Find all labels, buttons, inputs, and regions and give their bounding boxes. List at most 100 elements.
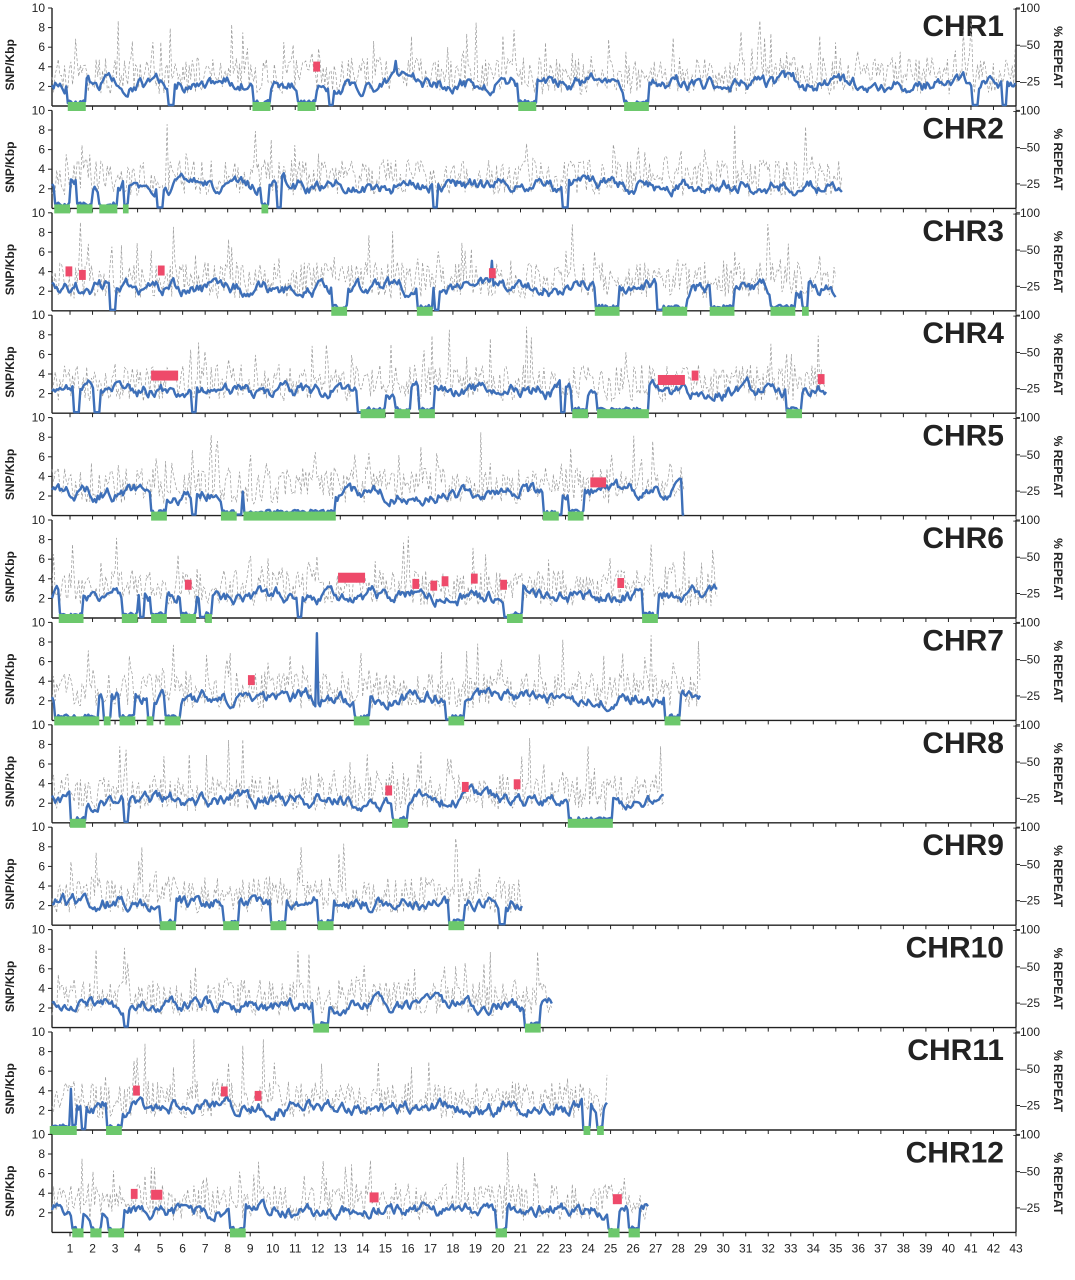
- right-tick-label: –100: [1013, 513, 1040, 527]
- x-tick-label: 4: [134, 1241, 141, 1255]
- left-tick-label: 6: [38, 962, 45, 976]
- left-tick-label: 2: [38, 182, 45, 196]
- green-marker: [76, 204, 93, 214]
- snp-density-line: [50, 783, 664, 823]
- right-axis-title: % REPEAT: [1051, 26, 1065, 88]
- green-marker: [313, 1023, 330, 1033]
- green-marker: [119, 716, 136, 726]
- left-axis-title: SNP/Kbp: [3, 1063, 17, 1114]
- x-tick-label: 30: [717, 1241, 731, 1255]
- x-tick-label: 15: [379, 1241, 393, 1255]
- panel-chr4: 2 4 6 8 10 –25 –50 –100 SNP/Kbp % REPEAT CHR4: [3, 308, 1065, 419]
- chromosome-label: CHR11: [907, 1034, 1004, 1067]
- green-marker: [802, 306, 809, 316]
- left-tick-label: 2: [38, 387, 45, 401]
- green-marker: [506, 614, 523, 623]
- right-axis-title: % REPEAT: [1051, 948, 1065, 1010]
- left-axis-title: SNP/Kbp: [3, 449, 17, 500]
- snp-density-line: [51, 172, 843, 209]
- x-tick-label: 31: [739, 1241, 753, 1255]
- left-tick-label: 4: [38, 674, 45, 688]
- repeat-percent-line: [51, 635, 701, 709]
- red-marker: [617, 578, 625, 589]
- right-tick-label: –100: [1013, 206, 1040, 220]
- x-tick-label: 26: [626, 1241, 640, 1255]
- green-marker: [394, 409, 411, 419]
- green-marker: [583, 1126, 591, 1135]
- panel-chr12: 2 4 6 8 10 –25 –50 –100 SNP/Kbp % REPEAT CHR12: [3, 1127, 1065, 1238]
- left-axis-title: SNP/Kbp: [3, 551, 17, 602]
- red-marker: [79, 269, 86, 280]
- red-marker: [133, 1085, 140, 1096]
- green-marker: [597, 409, 649, 419]
- snp-density-line: [50, 583, 718, 619]
- left-tick-label: 2: [38, 1001, 45, 1015]
- red-marker: [657, 374, 685, 385]
- left-tick-label: 4: [38, 162, 45, 176]
- green-marker: [317, 921, 334, 931]
- right-axis-title: % REPEAT: [1051, 1153, 1065, 1215]
- green-marker: [54, 204, 71, 214]
- chromosome-label: CHR8: [922, 727, 1004, 760]
- right-tick-label: –25: [1020, 382, 1040, 396]
- left-tick-label: 2: [38, 694, 45, 708]
- green-marker: [543, 511, 559, 521]
- right-tick-label: –50: [1020, 653, 1040, 667]
- right-tick-label: –25: [1020, 587, 1040, 601]
- red-marker: [817, 374, 825, 385]
- x-tick-label: 25: [604, 1241, 618, 1255]
- right-tick-label: –50: [1020, 141, 1040, 155]
- green-marker: [151, 511, 167, 521]
- left-tick-label: 2: [38, 796, 45, 810]
- left-tick-label: 6: [38, 757, 45, 771]
- repeat-percent-line: [51, 124, 843, 197]
- snp-density-line: [51, 259, 837, 311]
- x-tick-label: 40: [942, 1241, 956, 1255]
- right-tick-label: –100: [1013, 103, 1040, 117]
- right-tick-label: –25: [1020, 1201, 1040, 1215]
- green-marker: [331, 306, 348, 316]
- red-marker: [65, 266, 73, 277]
- right-tick-label: –100: [1013, 1, 1040, 15]
- panel-chr1: 2 4 6 8 10 –25 –50 –100 SNP/Kbp % REPEAT CHR1: [3, 1, 1065, 111]
- left-tick-label: 10: [32, 923, 46, 937]
- right-tick-label: –100: [1013, 718, 1040, 732]
- green-marker: [786, 409, 803, 419]
- x-tick-label: 38: [897, 1241, 911, 1255]
- x-tick-label: 7: [202, 1241, 209, 1255]
- red-marker: [338, 572, 366, 583]
- left-tick-label: 4: [38, 367, 45, 381]
- right-tick-label: –50: [1020, 755, 1040, 769]
- left-tick-label: 10: [32, 718, 46, 732]
- panel-chr3: 2 4 6 8 10 –25 –50 –100 SNP/Kbp % REPEAT CHR3: [3, 206, 1065, 316]
- left-axis-title: SNP/Kbp: [3, 961, 17, 1012]
- right-axis-title: % REPEAT: [1051, 436, 1065, 498]
- right-axis-title: % REPEAT: [1051, 231, 1065, 293]
- right-tick-label: –25: [1020, 894, 1040, 908]
- snp-density-line: [51, 1087, 608, 1131]
- green-marker: [261, 204, 269, 214]
- green-marker: [518, 102, 537, 111]
- left-tick-label: 4: [38, 572, 45, 586]
- left-tick-label: 6: [38, 347, 45, 361]
- repeat-percent-line: [51, 432, 685, 505]
- green-marker: [495, 1228, 507, 1238]
- red-marker: [254, 1090, 262, 1101]
- green-marker: [180, 614, 197, 623]
- left-tick-label: 10: [32, 615, 46, 629]
- right-tick-label: –25: [1020, 996, 1040, 1010]
- red-marker: [412, 578, 420, 589]
- left-axis-title: SNP/Kbp: [3, 142, 17, 193]
- left-tick-label: 4: [38, 60, 45, 74]
- snp-density-line: [50, 1198, 649, 1233]
- panel-chr11: 2 4 6 8 10 –25 –50 –100 SNP/Kbp % REPEAT CHR11: [3, 1025, 1065, 1135]
- chromosome-label: CHR3: [922, 215, 1004, 248]
- left-tick-label: 10: [32, 1, 46, 15]
- x-tick-label: 43: [1009, 1241, 1023, 1255]
- chromosome-label: CHR9: [922, 829, 1004, 862]
- right-tick-label: –50: [1020, 1062, 1040, 1076]
- repeat-percent-line: [51, 326, 827, 403]
- left-axis-title: SNP/Kbp: [3, 244, 17, 295]
- x-tick-label: 28: [671, 1241, 685, 1255]
- x-tick-label: 24: [581, 1241, 595, 1255]
